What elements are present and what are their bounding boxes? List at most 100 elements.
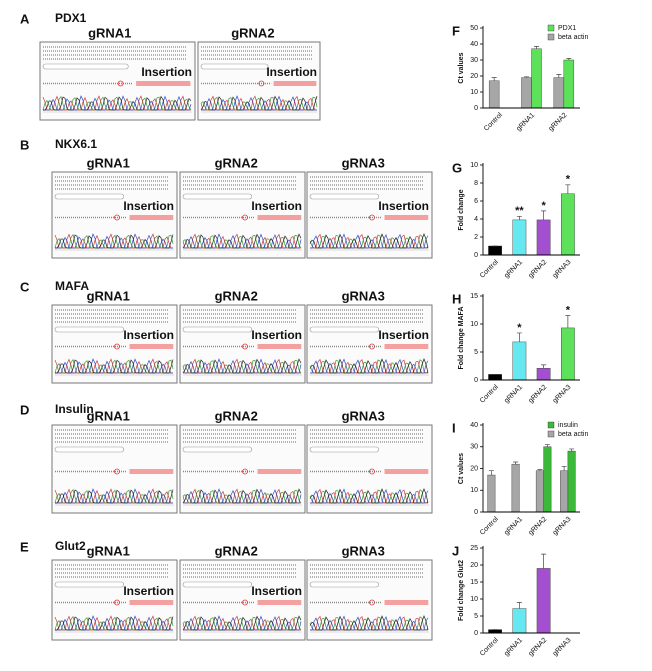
chromatogram	[306, 304, 433, 384]
bar	[512, 219, 527, 256]
trace	[309, 488, 429, 504]
error-bar	[513, 461, 519, 465]
panel-letter: G	[452, 160, 462, 175]
mutation-mark	[258, 80, 265, 87]
bar	[512, 608, 527, 634]
y-tick-label: 20	[470, 73, 478, 80]
trace	[310, 358, 429, 374]
y-tick-label: 0	[474, 630, 478, 637]
trace	[182, 359, 302, 374]
panel-letter: I	[452, 420, 456, 435]
trace	[309, 358, 429, 374]
mutation-mark	[242, 468, 248, 475]
x-tick-label: gRNA3	[552, 637, 573, 658]
y-tick-label: 6	[474, 198, 478, 205]
guide-label: gRNA2	[215, 408, 258, 423]
error-bar	[516, 602, 522, 609]
y-tick-label: 10	[470, 487, 478, 494]
chromatogram	[51, 424, 178, 514]
chromatogram	[179, 559, 306, 641]
bar	[536, 219, 551, 256]
error-bar	[488, 470, 494, 476]
y-tick-label: 5	[474, 349, 478, 356]
x-tick-label: gRNA3	[552, 516, 573, 537]
sequence-highlight	[129, 215, 174, 220]
guide-label: gRNA3	[342, 408, 385, 423]
bar	[535, 470, 544, 513]
x-tick-label: gRNA1	[515, 112, 536, 133]
y-tick-label: 30	[470, 57, 478, 64]
guide-label: gRNA1	[87, 288, 130, 303]
sequence-highlight	[384, 600, 429, 605]
guide-label: gRNA1	[87, 543, 130, 558]
bar	[553, 77, 565, 109]
trace	[309, 233, 429, 249]
sequence-highlight	[129, 344, 174, 349]
chromatogram	[51, 171, 178, 259]
y-tick-label: 5	[474, 613, 478, 620]
guide-label: gRNA3	[342, 155, 385, 170]
sequence-highlight	[384, 215, 429, 220]
axes	[482, 546, 580, 634]
bar	[536, 568, 551, 634]
error-bar	[556, 74, 562, 78]
y-axis-title: Fold change Glut2	[458, 560, 465, 621]
trace	[182, 234, 302, 249]
error-bar	[537, 469, 543, 471]
x-tick-label: gRNA2	[527, 516, 548, 537]
mutation-mark	[114, 214, 120, 221]
x-tick-label: gRNA2	[548, 112, 569, 133]
promoter-box	[54, 581, 125, 588]
promoter-box	[182, 446, 253, 453]
sequence-highlight	[136, 81, 191, 86]
y-tick-label: 0	[474, 105, 478, 112]
y-tick-label: 50	[470, 25, 478, 32]
axes	[482, 294, 580, 381]
error-bar	[534, 46, 540, 49]
trace	[55, 489, 174, 504]
mutation-mark	[117, 80, 124, 87]
trace	[182, 358, 302, 374]
axes	[482, 26, 580, 109]
significance-label: *	[517, 322, 522, 334]
chromatogram	[179, 304, 306, 384]
y-axis-title: Ct values	[458, 52, 465, 83]
error-bar	[569, 448, 575, 452]
sequence-highlight	[129, 600, 174, 605]
chromatogram	[179, 171, 306, 259]
bar	[536, 368, 551, 381]
chromatogram	[51, 304, 178, 384]
y-tick-label: 30	[470, 444, 478, 451]
sequence-highlight	[273, 81, 317, 86]
trace	[200, 96, 318, 111]
trace	[54, 488, 174, 504]
mutation-mark	[242, 599, 248, 606]
insertion-label: Insertion	[123, 328, 174, 342]
sequence-highlight	[384, 344, 429, 349]
trace	[43, 95, 192, 111]
error-bar	[565, 184, 571, 194]
y-tick-label: 10	[470, 89, 478, 96]
mutation-mark	[114, 343, 120, 350]
promoter-box	[54, 326, 125, 333]
bar	[531, 48, 542, 109]
bar	[512, 341, 527, 381]
bar	[488, 245, 502, 256]
trace	[310, 615, 429, 631]
error-bar	[541, 553, 547, 569]
trace	[55, 234, 174, 249]
bar	[488, 374, 502, 381]
panel-letter: E	[20, 539, 29, 554]
promoter-box	[309, 193, 380, 200]
mutation-mark	[369, 214, 375, 221]
trace	[55, 616, 174, 631]
bar	[567, 450, 576, 513]
panel-letter: B	[20, 137, 29, 152]
guide-label: gRNA2	[231, 25, 274, 40]
y-tick-label: 40	[470, 422, 478, 429]
significance-label: *	[566, 305, 571, 317]
sequence-highlight	[257, 600, 302, 605]
chromatogram	[197, 41, 321, 121]
legend-swatch	[547, 421, 555, 429]
